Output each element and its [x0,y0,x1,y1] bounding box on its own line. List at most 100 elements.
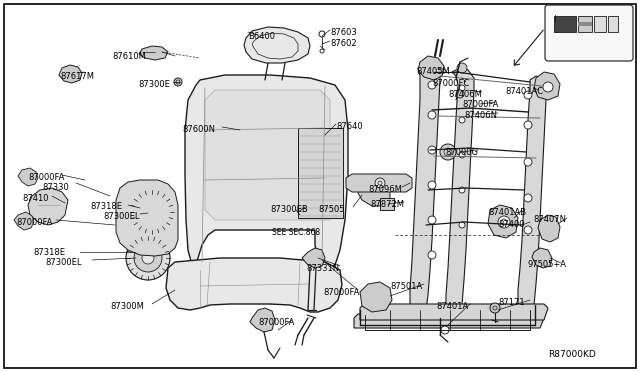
Polygon shape [346,174,412,192]
Polygon shape [532,248,552,268]
Bar [554,16,576,32]
Text: 87000G: 87000G [445,148,478,157]
Circle shape [126,236,170,280]
Text: 87330: 87330 [42,183,68,192]
Text: 87300M: 87300M [110,302,144,311]
Circle shape [441,326,449,334]
Bar [298,128,343,218]
Circle shape [428,181,436,189]
Text: B6400: B6400 [248,32,275,41]
Text: R87000KD: R87000KD [548,350,596,359]
Polygon shape [410,65,440,322]
Polygon shape [488,205,518,238]
Text: 87401AC: 87401AC [505,87,543,96]
Text: 87300E: 87300E [138,80,170,89]
Circle shape [456,90,464,98]
Circle shape [457,63,467,73]
Circle shape [138,198,166,226]
Polygon shape [166,258,342,312]
Polygon shape [139,46,168,60]
Polygon shape [14,212,34,230]
Text: 87602: 87602 [330,39,356,48]
Polygon shape [244,27,310,63]
Text: 87501A: 87501A [390,282,422,291]
Circle shape [459,85,465,91]
Circle shape [428,146,436,154]
Text: 87318E: 87318E [90,202,122,211]
Text: 87406N: 87406N [464,111,497,120]
Circle shape [428,81,436,89]
Circle shape [130,190,174,234]
Text: 87406M: 87406M [448,90,482,99]
Polygon shape [302,248,325,268]
Circle shape [524,91,532,99]
Circle shape [524,121,532,129]
Polygon shape [360,282,392,312]
Circle shape [524,226,532,234]
Text: 87610M: 87610M [112,52,146,61]
Polygon shape [250,308,275,332]
Text: 87331N: 87331N [306,264,339,273]
Text: 87000FC: 87000FC [432,79,469,88]
Text: 87407N: 87407N [533,215,566,224]
Text: 87600N: 87600N [182,125,215,134]
Text: 97505+A: 97505+A [527,260,566,269]
Circle shape [142,252,154,264]
Circle shape [375,178,385,188]
Text: SEE SEC.868: SEE SEC.868 [272,228,320,237]
Polygon shape [185,75,348,268]
Circle shape [524,158,532,166]
Circle shape [524,194,532,202]
Polygon shape [418,56,444,80]
Polygon shape [360,304,548,320]
Circle shape [498,216,510,228]
Circle shape [459,187,465,193]
Bar [578,22,592,26]
Polygon shape [518,76,546,320]
Text: 87603: 87603 [330,28,356,37]
Circle shape [440,144,456,160]
Bar [578,16,592,32]
Polygon shape [534,72,560,100]
Polygon shape [18,168,38,186]
Text: 87405M: 87405M [416,67,450,76]
Text: 87300EL: 87300EL [103,212,140,221]
Text: 87505: 87505 [318,205,344,214]
Polygon shape [354,314,544,328]
FancyBboxPatch shape [545,5,633,61]
Bar [608,16,618,32]
Circle shape [174,78,182,86]
Circle shape [490,303,500,313]
Circle shape [459,117,465,123]
Text: 87000FA: 87000FA [462,100,499,109]
Polygon shape [446,68,474,322]
Polygon shape [28,188,68,225]
Text: 87401AB: 87401AB [488,208,526,217]
Text: 87400: 87400 [498,220,525,229]
Circle shape [146,206,158,218]
Circle shape [459,222,465,228]
Bar [594,16,606,32]
Text: 87872M: 87872M [370,200,404,209]
Circle shape [428,111,436,119]
Text: 87096M: 87096M [368,185,402,194]
Text: 87401A: 87401A [436,302,468,311]
Text: 87000FA: 87000FA [258,318,294,327]
Text: 87171: 87171 [498,298,525,307]
Text: 87300EB: 87300EB [270,205,308,214]
Circle shape [428,251,436,259]
Text: 87000FA: 87000FA [323,288,360,297]
Polygon shape [358,182,390,206]
Text: 87300EL: 87300EL [45,258,81,267]
Text: 87617M: 87617M [60,72,94,81]
Text: 87000FA: 87000FA [28,173,65,182]
Text: 87410: 87410 [22,194,49,203]
Polygon shape [59,65,82,83]
Text: 87318E: 87318E [33,248,65,257]
Circle shape [428,216,436,224]
Bar [380,198,394,210]
Circle shape [459,152,465,158]
Text: 87640: 87640 [336,122,363,131]
Circle shape [134,244,162,272]
Text: 87000FA: 87000FA [16,218,52,227]
